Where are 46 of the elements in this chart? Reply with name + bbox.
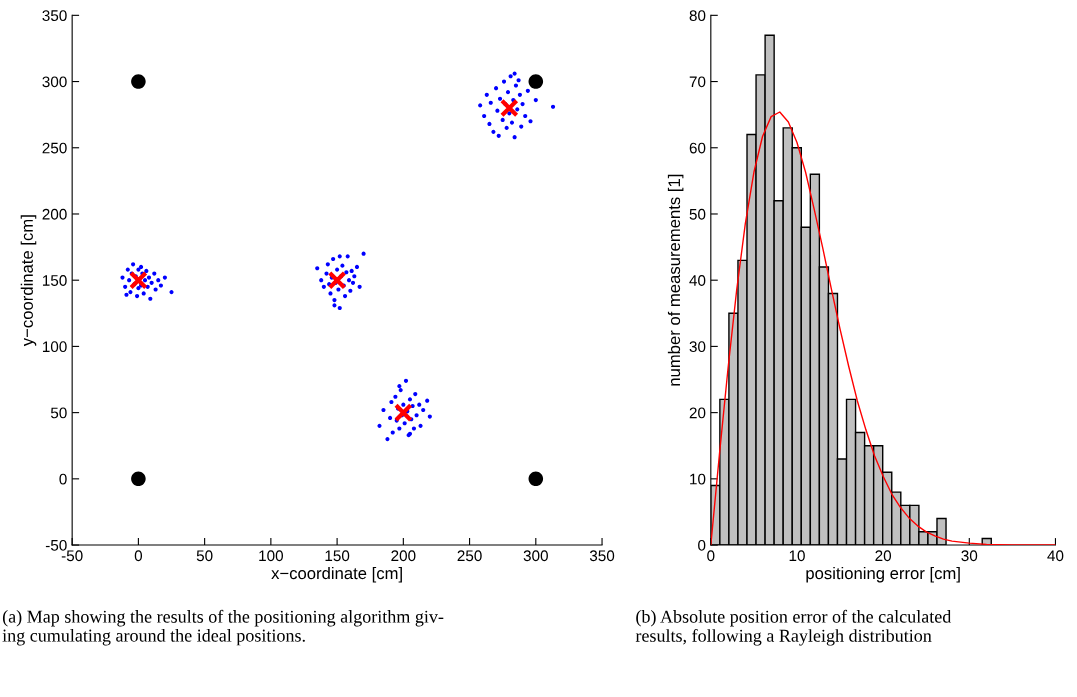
y-tick-label: 0: [59, 473, 67, 485]
point: [131, 471, 146, 487]
x-axis-title: positioning error [cm]: [806, 566, 960, 583]
x-tick-label: 10: [789, 550, 805, 562]
x-tick-label: 30: [961, 550, 978, 562]
point: [528, 74, 544, 89]
x-tick-label: 150: [325, 550, 350, 562]
y-tick-label: 200: [42, 208, 67, 220]
y-tick-label: 60: [689, 142, 706, 154]
text: (a) Map showing the results of the positioning algorithm giv- ing cumulating around the ideal positions.: [2, 609, 444, 646]
y-axis-title: number of measurements [1]: [667, 174, 684, 386]
x-tick-label: 50: [196, 550, 213, 562]
y-tick-label: 250: [42, 142, 67, 154]
y-axis-title: y−coordinate [cm]: [20, 215, 37, 347]
x-tick-label: 0: [707, 550, 715, 562]
x-tick-label: 300: [523, 550, 548, 562]
y-tick-label: 300: [42, 76, 67, 88]
text: (b) Absolute position error of the calculated results, following a Rayleigh distribution: [635, 609, 952, 646]
y-tick-label: 80: [689, 10, 706, 22]
y-tick-label: 0: [698, 539, 706, 551]
y-tick-label: 150: [42, 275, 67, 286]
y-tick-label: 10: [690, 473, 706, 485]
point: [129, 270, 148, 290]
y-tick-label: 70: [689, 76, 706, 88]
point: [131, 74, 146, 89]
x-tick-label: 250: [457, 550, 482, 562]
y-tick-label: 350: [42, 10, 67, 22]
x-tick-label: -50: [61, 550, 83, 562]
x-tick-label: 0: [134, 550, 143, 562]
x-tick-label: 20: [875, 550, 892, 562]
y-tick-label: 30: [689, 341, 706, 353]
y-tick-label: 100: [42, 341, 67, 353]
x-tick-label: 100: [259, 550, 284, 562]
point: [393, 403, 413, 422]
y-tick-label: 40: [689, 275, 706, 286]
y-tick-label: -50: [45, 539, 67, 551]
x-tick-label: 350: [589, 550, 615, 562]
point: [528, 471, 544, 487]
y-tick-label: 50: [50, 407, 67, 419]
y-tick-label: 20: [689, 407, 706, 419]
x-tick-label: 200: [391, 550, 416, 562]
x-tick-label: 40: [1047, 550, 1064, 562]
x-axis-title: x−coordinate [cm]: [271, 566, 402, 583]
point: [327, 270, 347, 290]
y-tick-label: 50: [689, 208, 706, 220]
point: [499, 98, 519, 118]
